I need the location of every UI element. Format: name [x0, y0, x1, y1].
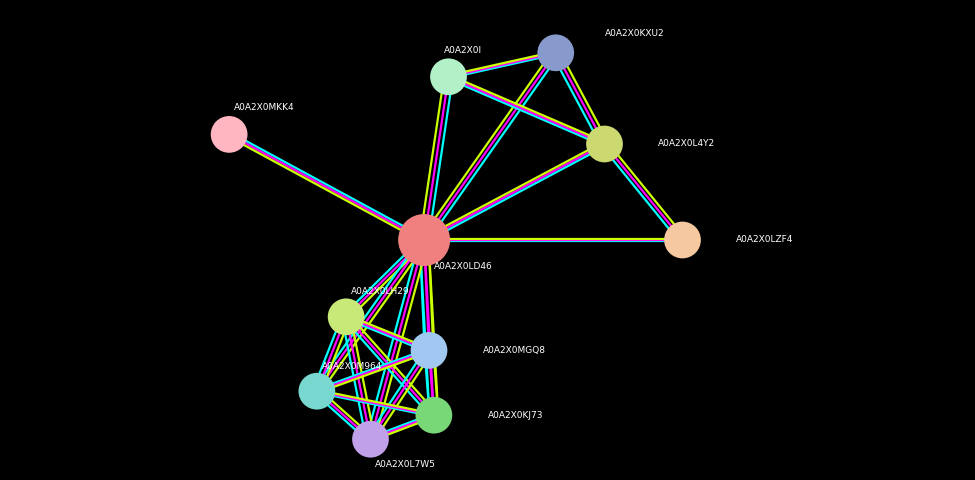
Text: A0A2X0M964: A0A2X0M964 [322, 362, 382, 371]
Point [309, 387, 325, 395]
Point [421, 347, 437, 354]
Point [426, 411, 442, 419]
Point [441, 73, 456, 81]
Text: A0A2X0I: A0A2X0I [444, 46, 482, 55]
Text: A0A2X0MKK4: A0A2X0MKK4 [234, 104, 294, 112]
Text: A0A2X0KJ73: A0A2X0KJ73 [488, 411, 543, 420]
Point [597, 140, 612, 148]
Point [675, 236, 690, 244]
Point [416, 236, 432, 244]
Text: A0A2X0LZF4: A0A2X0LZF4 [736, 236, 794, 244]
Point [221, 131, 237, 138]
Point [548, 49, 564, 57]
Text: A0A2X0MGQ8: A0A2X0MGQ8 [483, 346, 546, 355]
Point [363, 435, 378, 443]
Text: A0A2X0L7W5: A0A2X0L7W5 [375, 460, 436, 468]
Text: A0A2X0KXU2: A0A2X0KXU2 [604, 29, 664, 38]
Text: A0A2X0LH29: A0A2X0LH29 [351, 288, 410, 296]
Text: A0A2X0LD46: A0A2X0LD46 [434, 262, 492, 271]
Text: A0A2X0L4Y2: A0A2X0L4Y2 [658, 140, 716, 148]
Point [338, 313, 354, 321]
